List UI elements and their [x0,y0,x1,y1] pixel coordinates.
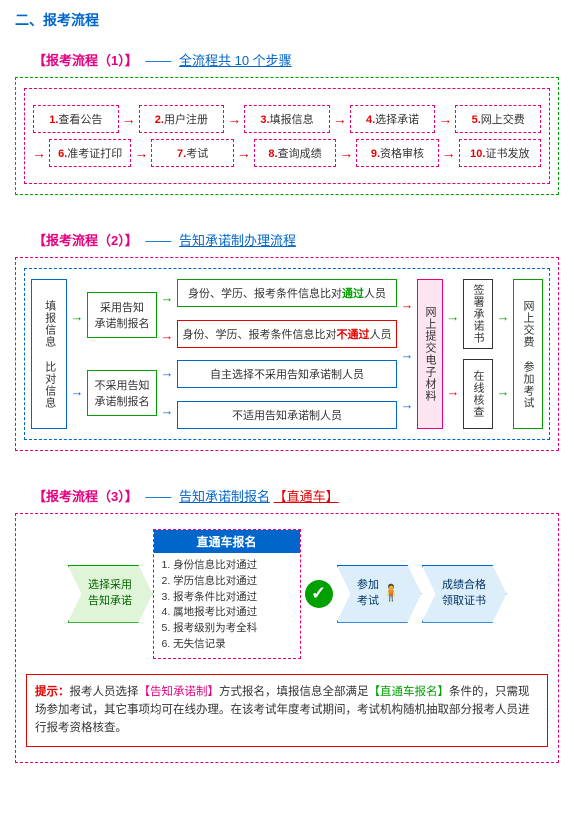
express-item: 6. 无失信记录 [162,637,292,653]
flow3-link[interactable]: 告知承诺制报名 [179,489,270,504]
flow3-bracket: 【报考流程（3）】 [33,489,138,504]
tip-label: 提示： [35,686,70,698]
flow3-link-red[interactable]: 【直通车】 [274,489,339,504]
connector: →→ [71,279,83,429]
step-box: 5.网上交费 [455,105,541,133]
flow2-bracket: 【报考流程（2）】 [33,233,138,248]
arrow-right-icon [32,145,46,161]
flow2-condition-box: 身份、学历、报考条件信息比对通过人员 [177,279,397,307]
arrow-right-icon [134,145,148,161]
step-box: 3.填报信息 [244,105,330,133]
tip-box: 提示：报考人员选择【告知承诺制】方式报名，填报信息全部满足【直通车报名】条件的，… [26,674,548,747]
step-box: 2.用户注册 [139,105,225,133]
express-box: 直通车报名 1. 身份信息比对通过2. 学历信息比对通过3. 报考条件比对通过4… [153,529,301,659]
step-box: 9.资格审核 [356,139,438,167]
connector: →→ [497,279,509,429]
step-box: 6.准考证打印 [49,139,131,167]
chevron-step-1: 选择采用 告知承诺 [68,565,153,623]
flow3-container: 选择采用 告知承诺 直通车报名 1. 身份信息比对通过2. 学历信息比对通过3.… [15,513,559,763]
flow1-row-2: 6.准考证打印 7.考试 8.查询成绩 9.资格审核 10.证书发放 [31,139,543,167]
flow1-row-1: 1.查看公告 2.用户注册 3.填报信息 4.选择承诺 5.网上交费 [31,105,543,133]
flow3-header: 【报考流程（3）】 —— 告知承诺制报名 【直通车】 [33,486,559,505]
arrow-right-icon [122,111,136,127]
express-title: 直通车报名 [154,530,300,553]
flow2-condition-box: 自主选择不采用告知承诺制人员 [177,360,397,388]
step-box: 10.证书发放 [459,139,541,167]
step-box: 4.选择承诺 [350,105,436,133]
step-box: 8.查询成绩 [254,139,336,167]
flow2-action-box: 在线核查 [463,359,493,429]
express-list: 1. 身份信息比对通过2. 学历信息比对通过3. 报考条件比对通过4. 属地报考… [154,553,300,658]
arrow-right-icon [438,111,452,127]
flow1-link[interactable]: 全流程共 10 个步骤 [179,53,292,68]
flow2-container: 填报信息 比对信息 →→ 采用告知 承诺制报名不采用告知 承诺制报名 →→→→ … [15,257,559,451]
connector: →→→→ [161,279,173,429]
flow1-header: 【报考流程（1）】 —— 全流程共 10 个步骤 [33,50,559,69]
dash-icon: —— [145,489,171,504]
flow3-chevron-row: 选择采用 告知承诺 直通车报名 1. 身份信息比对通过2. 学历信息比对通过3.… [26,529,548,659]
flow2-right: 签署承诺书在线核查 [463,279,493,429]
arrow-right-icon [339,145,353,161]
arrow-right-icon [237,145,251,161]
flow2-link[interactable]: 告知承诺制办理流程 [179,233,296,248]
flow1-inner: 1.查看公告 2.用户注册 3.填报信息 4.选择承诺 5.网上交费 6.准考证打印 7.… [24,88,550,184]
arrow-right-icon [227,111,241,127]
check-icon [305,580,333,608]
chevron-step-3: 成绩合格 领取证书 [422,565,507,623]
flow2-left-box: 填报信息 比对信息 [31,279,67,429]
person-desk-icon: 🧍 [381,583,401,605]
step-box: 7.考试 [151,139,233,167]
express-item: 1. 身份信息比对通过 [162,558,292,574]
flow2-option-box: 采用告知 承诺制报名 [87,292,157,338]
flow2-condition-box: 身份、学历、报考条件信息比对不通过人员 [177,320,397,348]
express-item: 2. 学历信息比对通过 [162,574,292,590]
arrow-right-icon [333,111,347,127]
flow2-option-box: 不采用告知 承诺制报名 [87,370,157,416]
flow2-final-box: 网上交费 参加考试 [513,279,543,429]
flow2-mid1: 采用告知 承诺制报名不采用告知 承诺制报名 [87,279,157,429]
arrow-right-icon [442,145,456,161]
flow2-condition-box: 不适用告知承诺制人员 [177,401,397,429]
step-box: 1.查看公告 [33,105,119,133]
connector: →→ [447,279,459,429]
express-item: 3. 报考条件比对通过 [162,590,292,606]
dash-icon: —— [145,53,171,68]
chevron-step-2: 参加 考试🧍 [337,565,422,623]
flow2-upload-box: 网上提交电子材料 [417,279,443,429]
flow2-inner: 填报信息 比对信息 →→ 采用告知 承诺制报名不采用告知 承诺制报名 →→→→ … [24,268,550,440]
flow2-header: 【报考流程（2）】 —— 告知承诺制办理流程 [33,230,559,249]
flow2-mid2: 身份、学历、报考条件信息比对通过人员身份、学历、报考条件信息比对不通过人员自主选… [177,279,397,429]
flow1-container: 1.查看公告 2.用户注册 3.填报信息 4.选择承诺 5.网上交费 6.准考证打印 7.… [15,77,559,195]
section-title: 二、报考流程 [15,10,559,30]
dash-icon: —— [145,233,171,248]
express-item: 4. 属地报考比对通过 [162,605,292,621]
express-item: 5. 报考级别为考全科 [162,621,292,637]
connector: →→→ [401,279,413,429]
flow1-bracket: 【报考流程（1）】 [33,53,138,68]
flow2-action-box: 签署承诺书 [463,279,493,349]
